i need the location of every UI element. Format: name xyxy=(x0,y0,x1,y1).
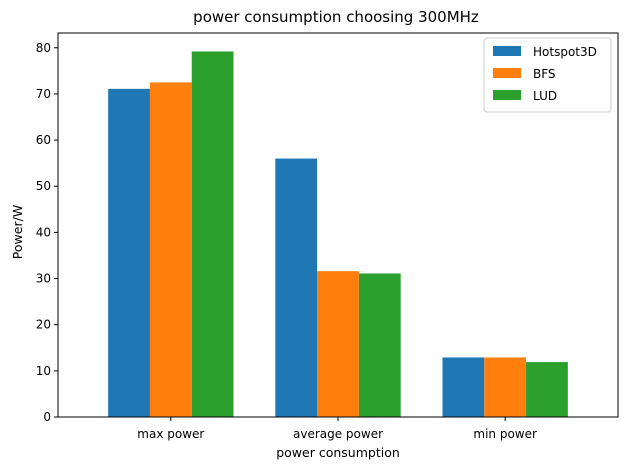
legend-swatch-hotspot3d xyxy=(493,46,521,56)
y-tick-label: 0 xyxy=(43,410,51,424)
chart-title: power consumption choosing 300MHz xyxy=(193,8,479,26)
legend-label-lud: LUD xyxy=(533,89,557,103)
x-tick-label: max power xyxy=(137,427,204,441)
bar-bfs-max-power xyxy=(149,82,192,417)
legend-label-hotspot3d: Hotspot3D xyxy=(533,45,597,59)
bar-hotspot3d-average-power xyxy=(275,158,318,418)
legend-swatch-lud xyxy=(493,90,521,100)
bar-bfs-average-power xyxy=(317,271,359,417)
y-tick-label: 60 xyxy=(36,133,51,147)
bar-lud-min-power xyxy=(526,362,568,417)
bar-hotspot3d-min-power xyxy=(442,357,485,417)
x-tick-label: min power xyxy=(473,427,537,441)
y-tick-label: 40 xyxy=(36,225,51,239)
legend-label-bfs: BFS xyxy=(533,67,556,81)
x-axis-label: power consumption xyxy=(276,445,400,460)
y-tick-label: 70 xyxy=(36,87,51,101)
plot-area: 0 10 20 30 40 50 60 70 80 max power average power m… xyxy=(36,32,619,441)
legend: Hotspot3D BFS LUD xyxy=(483,37,612,113)
y-axis-label: Power/W xyxy=(10,205,25,259)
y-tick-label: 50 xyxy=(36,179,51,193)
y-tick-label: 20 xyxy=(36,318,51,332)
bar-lud-average-power xyxy=(358,273,401,417)
x-tick-label: average power xyxy=(293,427,383,441)
y-tick-label: 80 xyxy=(36,41,51,55)
legend-swatch-bfs xyxy=(493,68,521,78)
bar-bfs-min-power xyxy=(484,357,527,417)
bar-hotspot3d-max-power xyxy=(108,88,150,417)
bar-lud-max-power xyxy=(191,51,234,418)
y-tick-label: 10 xyxy=(36,364,51,378)
y-tick-label: 30 xyxy=(36,272,51,286)
